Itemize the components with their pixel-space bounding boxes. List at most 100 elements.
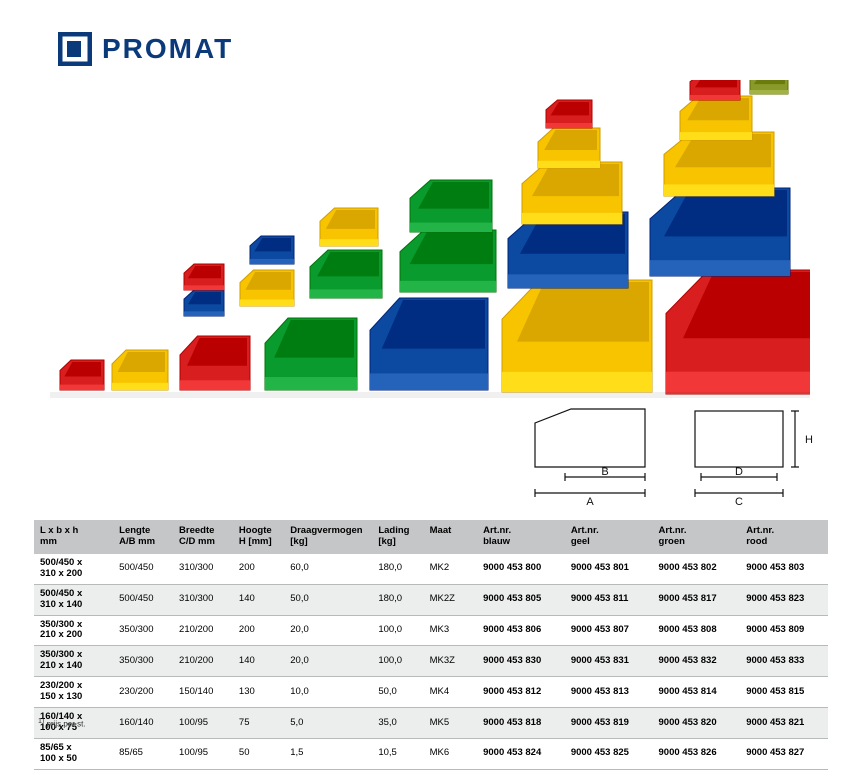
cell-bre: 310/300 bbox=[173, 554, 233, 584]
bin-shape bbox=[666, 270, 810, 394]
cell-agr: 9000 453 814 bbox=[653, 677, 741, 708]
cell-len: 350/300 bbox=[113, 615, 173, 646]
bin-shape bbox=[664, 132, 774, 196]
bin-shape bbox=[250, 236, 294, 264]
bin-shape bbox=[690, 80, 740, 100]
cell-hoo: 50 bbox=[233, 738, 284, 769]
cell-maa: MK5 bbox=[424, 708, 477, 739]
cell-dim: 350/300 x210 x 200 bbox=[34, 615, 113, 646]
logo-mark-icon bbox=[58, 32, 92, 66]
cell-ab: 9000 453 824 bbox=[477, 738, 565, 769]
th-dim: L x b x hmm bbox=[34, 520, 113, 554]
cell-ar: 9000 453 823 bbox=[740, 584, 828, 615]
footnote-text: prijs per st. bbox=[46, 720, 85, 729]
cell-len: 230/200 bbox=[113, 677, 173, 708]
th-art-geel: Art.nr.geel bbox=[565, 520, 653, 554]
cell-dim: 85/65 x100 x 50 bbox=[34, 738, 113, 769]
cell-ar: 9000 453 821 bbox=[740, 708, 828, 739]
cell-lad: 100,0 bbox=[372, 646, 423, 677]
cell-agr: 9000 453 817 bbox=[653, 584, 741, 615]
bin-shape bbox=[60, 360, 104, 390]
bin-shape bbox=[750, 80, 788, 94]
bin-shape bbox=[310, 250, 382, 298]
th-lading: Lading[kg] bbox=[372, 520, 423, 554]
cell-agr: 9000 453 802 bbox=[653, 554, 741, 584]
cell-agr: 9000 453 820 bbox=[653, 708, 741, 739]
cell-ab: 9000 453 805 bbox=[477, 584, 565, 615]
cell-maa: MK3 bbox=[424, 615, 477, 646]
bin-shape bbox=[650, 188, 790, 276]
cell-hoo: 75 bbox=[233, 708, 284, 739]
cell-dra: 1,5 bbox=[284, 738, 372, 769]
cell-lad: 50,0 bbox=[372, 677, 423, 708]
cell-ab: 9000 453 830 bbox=[477, 646, 565, 677]
bin-shape bbox=[184, 264, 224, 290]
cell-ar: 9000 453 809 bbox=[740, 615, 828, 646]
cell-ar: 9000 453 833 bbox=[740, 646, 828, 677]
brand-name: PROMAT bbox=[102, 33, 233, 65]
cell-ab: 9000 453 818 bbox=[477, 708, 565, 739]
table-row: 160/140 x100 x 75160/140100/95755,035,0M… bbox=[34, 708, 828, 739]
product-photo bbox=[50, 80, 810, 400]
bin-shape bbox=[522, 162, 622, 224]
th-art-rood: Art.nr.rood bbox=[740, 520, 828, 554]
cell-ab: 9000 453 800 bbox=[477, 554, 565, 584]
cell-hoo: 200 bbox=[233, 554, 284, 584]
cell-dra: 5,0 bbox=[284, 708, 372, 739]
dimension-diagram: B A D C H bbox=[525, 405, 825, 515]
cell-dim: 500/450 x310 x 200 bbox=[34, 554, 113, 584]
diagram-label-c: C bbox=[735, 496, 743, 508]
table-row: 85/65 x100 x 5085/65100/95501,510,5MK690… bbox=[34, 738, 828, 769]
th-maat: Maat bbox=[424, 520, 477, 554]
page-root: PROMAT bbox=[0, 0, 861, 739]
cell-ab: 9000 453 812 bbox=[477, 677, 565, 708]
cell-lad: 35,0 bbox=[372, 708, 423, 739]
cell-ag: 9000 453 819 bbox=[565, 708, 653, 739]
diagram-label-d: D bbox=[735, 466, 743, 478]
cell-lad: 180,0 bbox=[372, 584, 423, 615]
footnote: 1) prijs per st. bbox=[38, 718, 86, 729]
cell-ag: 9000 453 813 bbox=[565, 677, 653, 708]
bin-shape bbox=[184, 290, 224, 316]
cell-maa: MK6 bbox=[424, 738, 477, 769]
cell-bre: 150/140 bbox=[173, 677, 233, 708]
cell-maa: MK2 bbox=[424, 554, 477, 584]
bin-shape bbox=[680, 96, 752, 140]
cell-dra: 20,0 bbox=[284, 646, 372, 677]
cell-len: 85/65 bbox=[113, 738, 173, 769]
cell-bre: 100/95 bbox=[173, 708, 233, 739]
table-row: 500/450 x310 x 200500/450310/30020060,01… bbox=[34, 554, 828, 584]
cell-ag: 9000 453 831 bbox=[565, 646, 653, 677]
brand-logo: PROMAT bbox=[58, 32, 233, 66]
cell-bre: 210/200 bbox=[173, 615, 233, 646]
cell-lad: 100,0 bbox=[372, 615, 423, 646]
bin-shape bbox=[400, 230, 496, 292]
cell-hoo: 140 bbox=[233, 584, 284, 615]
cell-dim: 350/300 x210 x 140 bbox=[34, 646, 113, 677]
table-row: 230/200 x150 x 130230/200150/14013010,05… bbox=[34, 677, 828, 708]
diagram-label-a: A bbox=[586, 496, 594, 508]
cell-agr: 9000 453 808 bbox=[653, 615, 741, 646]
bin-shape bbox=[410, 180, 492, 232]
cell-len: 500/450 bbox=[113, 584, 173, 615]
cell-ag: 9000 453 801 bbox=[565, 554, 653, 584]
th-hoogte: HoogteH [mm] bbox=[233, 520, 284, 554]
bin-shape bbox=[502, 280, 652, 392]
cell-ar: 9000 453 827 bbox=[740, 738, 828, 769]
spec-table: L x b x hmm LengteA/B mm BreedteC/D mm H… bbox=[34, 520, 828, 770]
cell-agr: 9000 453 832 bbox=[653, 646, 741, 677]
diagram-label-h: H bbox=[805, 434, 813, 446]
cell-ag: 9000 453 811 bbox=[565, 584, 653, 615]
table-row: 350/300 x210 x 140350/300210/20014020,01… bbox=[34, 646, 828, 677]
cell-dim: 500/450 x310 x 140 bbox=[34, 584, 113, 615]
cell-ag: 9000 453 807 bbox=[565, 615, 653, 646]
cell-dra: 20,0 bbox=[284, 615, 372, 646]
bin-shape bbox=[180, 336, 250, 390]
cell-bre: 100/95 bbox=[173, 738, 233, 769]
bin-shape bbox=[265, 318, 357, 390]
cell-dim: 230/200 x150 x 130 bbox=[34, 677, 113, 708]
cell-maa: MK4 bbox=[424, 677, 477, 708]
table-header-row: L x b x hmm LengteA/B mm BreedteC/D mm H… bbox=[34, 520, 828, 554]
cell-agr: 9000 453 826 bbox=[653, 738, 741, 769]
cell-hoo: 140 bbox=[233, 646, 284, 677]
